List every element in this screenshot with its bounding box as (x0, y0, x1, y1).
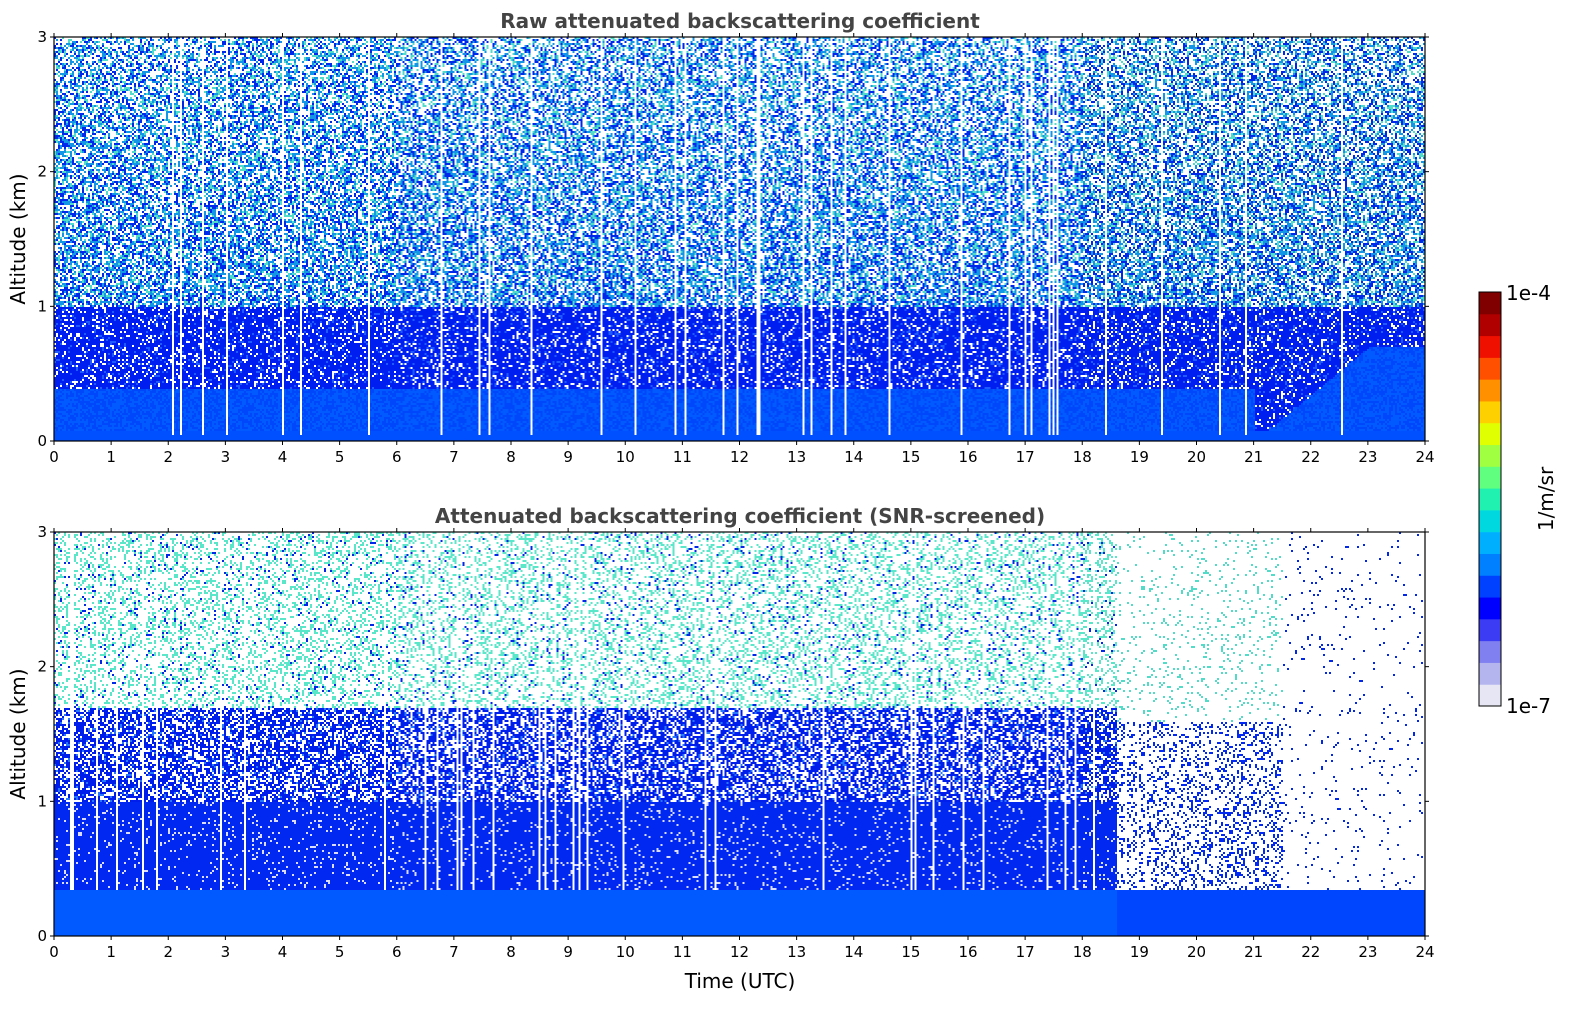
x-tick-label: 12 (730, 448, 749, 466)
panel-screened-heatmap (54, 532, 1425, 936)
heatmap-image (54, 532, 1425, 936)
x-tick-label: 23 (1358, 448, 1377, 466)
y-tick-label: 0 (37, 927, 47, 945)
x-tick-label: 12 (730, 943, 749, 961)
panel-screened-xaxis: 0 1 2 3 4 5 6 7 8 9 10 11 12 13 14 15 16 17 18 19 20 21 22 23 24 (49, 528, 1435, 961)
x-tick-label: 7 (449, 448, 459, 466)
panel-raw-heatmap (54, 37, 1425, 441)
colorbar-step (1479, 335, 1501, 358)
colorbar-max-label: 1e-4 (1506, 281, 1551, 305)
x-tick-label: 0 (49, 943, 59, 961)
x-tick-label: 23 (1358, 943, 1377, 961)
y-tick-label: 3 (37, 523, 47, 541)
x-tick-label: 11 (673, 943, 692, 961)
colorbar-step (1479, 292, 1501, 315)
panel-raw-title: Raw attenuated backscattering coefficien… (500, 9, 980, 33)
colorbar-step (1479, 684, 1501, 707)
x-tick-label: 16 (958, 943, 977, 961)
y-tick-label: 3 (37, 28, 47, 46)
x-tick-label: 18 (1073, 943, 1092, 961)
y-tick-label: 1 (37, 792, 47, 810)
x-tick-label: 4 (278, 448, 288, 466)
x-tick-label: 19 (1130, 448, 1149, 466)
colorbar-step (1479, 379, 1501, 402)
x-tick-label: 9 (563, 448, 573, 466)
x-tick-label: 2 (163, 448, 173, 466)
x-tick-label: 14 (844, 943, 863, 961)
x-tick-label: 24 (1415, 943, 1434, 961)
x-tick-label: 1 (106, 448, 116, 466)
x-tick-label: 1 (106, 943, 116, 961)
x-tick-label: 7 (449, 943, 459, 961)
colorbar-step (1479, 313, 1501, 337)
x-tick-label: 15 (901, 448, 920, 466)
x-tick-label: 13 (787, 448, 806, 466)
colorbar: 1e-4 1e-7 1/m/sr (1478, 281, 1558, 718)
x-tick-label: 20 (1187, 943, 1206, 961)
panel-raw-yaxis: 0 1 2 3 (37, 28, 1429, 450)
x-tick-label: 17 (1016, 943, 1035, 961)
x-tick-label: 8 (506, 943, 516, 961)
colorbar-step (1479, 357, 1501, 380)
panel-screened-ylabel: Altitude (km) (6, 668, 30, 799)
x-tick-label: 24 (1415, 448, 1434, 466)
colorbar-gradient (1479, 292, 1501, 707)
x-tick-label: 17 (1016, 448, 1035, 466)
x-tick-label: 13 (787, 943, 806, 961)
y-tick-label: 1 (37, 297, 47, 315)
panel-raw: Raw attenuated backscattering coefficien… (6, 9, 1435, 466)
x-tick-label: 21 (1244, 943, 1263, 961)
colorbar-step (1479, 488, 1501, 511)
x-tick-label: 3 (221, 943, 231, 961)
x-tick-label: 10 (616, 943, 635, 961)
panel-screened-xlabel: Time (UTC) (684, 969, 796, 993)
colorbar-step (1479, 597, 1501, 620)
y-tick-label: 0 (37, 432, 47, 450)
x-tick-label: 9 (563, 943, 573, 961)
heatmap-image (54, 37, 1425, 441)
colorbar-step (1479, 509, 1501, 533)
x-tick-label: 6 (392, 943, 402, 961)
colorbar-step (1479, 444, 1501, 467)
colorbar-step (1479, 531, 1501, 554)
x-tick-label: 5 (335, 448, 345, 466)
x-tick-label: 21 (1244, 448, 1263, 466)
colorbar-step (1479, 662, 1501, 685)
colorbar-step (1479, 575, 1501, 598)
x-tick-label: 10 (616, 448, 635, 466)
x-tick-label: 18 (1073, 448, 1092, 466)
x-tick-label: 5 (335, 943, 345, 961)
x-tick-label: 15 (901, 943, 920, 961)
x-tick-label: 22 (1301, 943, 1320, 961)
x-tick-label: 22 (1301, 448, 1320, 466)
colorbar-step (1479, 466, 1501, 489)
colorbar-step (1479, 618, 1501, 642)
colorbar-step (1479, 553, 1501, 576)
colorbar-step (1479, 640, 1501, 663)
x-tick-label: 2 (163, 943, 173, 961)
panel-screened-yaxis: 0 1 2 3 (37, 523, 1429, 945)
panel-raw-xaxis: 0 1 2 3 4 5 6 7 8 9 10 11 12 13 14 15 16 17 18 19 20 21 22 23 24 (49, 33, 1435, 466)
x-tick-label: 6 (392, 448, 402, 466)
colorbar-step (1479, 400, 1501, 424)
colorbar-unit-label: 1/m/sr (1534, 466, 1558, 531)
x-tick-label: 11 (673, 448, 692, 466)
x-tick-label: 8 (506, 448, 516, 466)
panel-screened: Attenuated backscattering coefficient (S… (6, 504, 1435, 993)
colorbar-step (1479, 422, 1501, 446)
colorbar-frame (1478, 291, 1502, 707)
x-tick-label: 19 (1130, 943, 1149, 961)
y-tick-label: 2 (37, 163, 47, 181)
colorbar-min-label: 1e-7 (1506, 694, 1551, 718)
x-tick-label: 0 (49, 448, 59, 466)
x-tick-label: 20 (1187, 448, 1206, 466)
y-tick-label: 2 (37, 658, 47, 676)
x-tick-label: 16 (958, 448, 977, 466)
x-tick-label: 4 (278, 943, 288, 961)
panel-screened-title: Attenuated backscattering coefficient (S… (435, 504, 1045, 528)
x-tick-label: 3 (221, 448, 231, 466)
panel-raw-ylabel: Altitude (km) (6, 173, 30, 304)
x-tick-label: 14 (844, 448, 863, 466)
